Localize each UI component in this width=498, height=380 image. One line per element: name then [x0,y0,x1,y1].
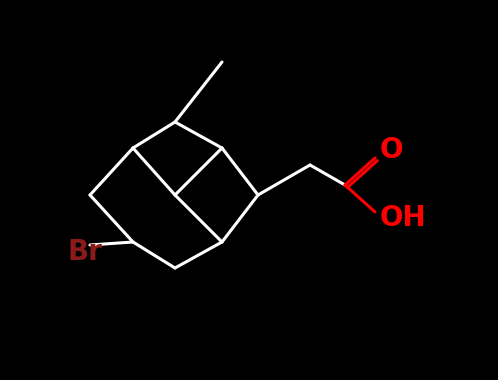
Text: O: O [380,136,403,164]
Text: OH: OH [380,204,427,232]
Text: Br: Br [68,238,103,266]
